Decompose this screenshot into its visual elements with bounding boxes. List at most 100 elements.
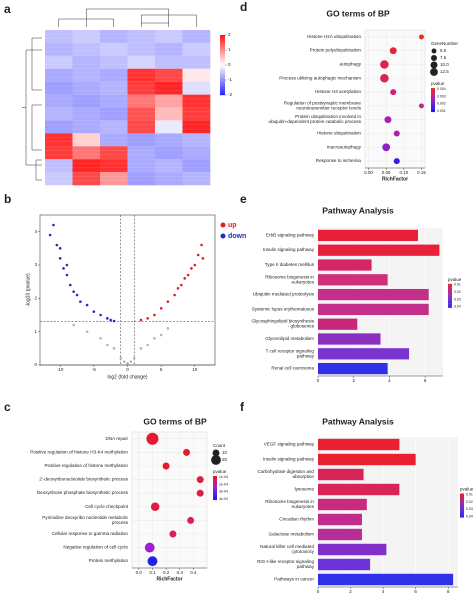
heatmap-cell <box>127 81 156 95</box>
category-label: Pathways in cancer <box>274 577 314 582</box>
color-legend-label: 0.01 <box>466 492 473 496</box>
point <box>65 263 69 267</box>
x-tick-label: 0.10 <box>399 170 408 175</box>
heatmap-cell <box>182 107 211 121</box>
point <box>119 357 123 360</box>
color-legend-swatch <box>431 98 435 101</box>
x-tick-label: 4 <box>388 378 391 383</box>
point <box>146 343 149 347</box>
heatmap-cell <box>155 30 183 44</box>
color-legend-label: 4e-04 <box>219 497 228 501</box>
point <box>68 283 72 287</box>
category-label: Natural killer cell mediated cytotoxicity <box>260 544 315 554</box>
color-legend-label: 0.001 <box>437 109 446 113</box>
chart-title: Pathway Analysis <box>322 416 394 426</box>
x-tick-label: 0.2 <box>163 570 170 575</box>
color-legend-swatch <box>431 100 435 103</box>
color-legend-label: 0.004 <box>437 87 446 91</box>
point <box>139 347 143 350</box>
colorbar-label: 1 <box>228 47 231 52</box>
heatmap-cell <box>182 159 211 173</box>
color-legend-swatch <box>460 507 464 510</box>
bar <box>318 362 388 375</box>
category-label: autophagy <box>340 62 362 67</box>
color-legend-label: 0.003 <box>437 94 446 98</box>
heatmap-cell <box>182 133 211 147</box>
size-legend-marker <box>430 61 438 69</box>
x-tick-label: 0.05 <box>382 170 391 175</box>
bar <box>318 513 362 526</box>
bar <box>318 543 387 556</box>
bar <box>318 573 454 586</box>
bar <box>318 438 400 451</box>
bar <box>318 333 381 345</box>
category-label: Cellular response to gamma radiation <box>52 531 129 536</box>
colorbar-label: 2 <box>228 32 231 37</box>
color-legend-title: pvalue <box>213 469 227 474</box>
color-legend-label: 1e-04 <box>219 475 228 479</box>
point <box>190 267 193 270</box>
color-legend-swatch <box>460 509 464 512</box>
point <box>200 243 203 247</box>
dot <box>150 502 160 512</box>
color-legend-swatch <box>460 503 464 506</box>
point <box>153 313 156 317</box>
heatmap-cell <box>127 42 156 57</box>
point <box>72 290 75 293</box>
color-legend-title: pvalue <box>431 81 445 86</box>
x-tick-label: 6 <box>424 378 427 383</box>
heatmap-cell <box>100 81 128 95</box>
category-label: 2'-deoxyribonucleotide biosynthetic proc… <box>39 477 128 482</box>
colorbar-swatch <box>220 45 225 48</box>
color-legend-title: pvalue <box>448 277 462 282</box>
legend-label: up <box>228 222 237 229</box>
color-legend-swatch <box>448 295 452 298</box>
dot <box>393 158 400 165</box>
color-legend-label: 0.02 <box>454 290 461 294</box>
point <box>48 233 52 237</box>
colorbar-swatch <box>220 91 225 94</box>
colorbar-swatch <box>220 55 225 58</box>
color-legend-swatch <box>448 289 452 292</box>
heatmap-cell <box>155 107 183 121</box>
heatmap-cell <box>100 133 128 147</box>
color-legend-swatch <box>213 490 217 493</box>
dot <box>382 143 391 152</box>
colorbar-swatch <box>220 47 225 50</box>
x-tick-label: -5 <box>92 367 96 372</box>
size-legend-marker <box>211 455 221 465</box>
x-tick-label: 2 <box>349 589 352 593</box>
bar <box>318 244 440 256</box>
dot <box>196 489 204 497</box>
bar <box>318 528 362 541</box>
x-tick-label: 2 <box>352 378 355 383</box>
dot <box>419 103 424 109</box>
color-legend-swatch <box>460 499 464 502</box>
point <box>159 307 163 310</box>
point <box>176 287 180 290</box>
colorbar-label: 0 <box>228 62 231 67</box>
bar <box>318 453 416 466</box>
bar <box>318 303 429 316</box>
x-tick-label: 4 <box>382 589 385 593</box>
point <box>153 337 156 340</box>
dot <box>380 74 389 83</box>
heatmap-cell <box>127 133 156 147</box>
color-legend-swatch <box>448 301 452 304</box>
heatmap-cell <box>45 172 73 186</box>
heatmap-cell <box>45 68 73 82</box>
bar <box>318 348 410 360</box>
heatmap-cell <box>100 107 128 121</box>
color-legend-label: 0.01 <box>454 283 461 287</box>
heatmap-cell <box>155 146 183 160</box>
color-legend-swatch <box>213 494 217 497</box>
bar <box>318 318 358 330</box>
dot <box>384 116 392 124</box>
heatmap-cell <box>155 81 183 95</box>
point <box>173 293 176 297</box>
color-legend-swatch <box>213 496 217 499</box>
plot-frame <box>131 431 208 569</box>
color-legend-swatch <box>448 299 452 302</box>
size-legend-label: 7.5 <box>440 55 447 60</box>
